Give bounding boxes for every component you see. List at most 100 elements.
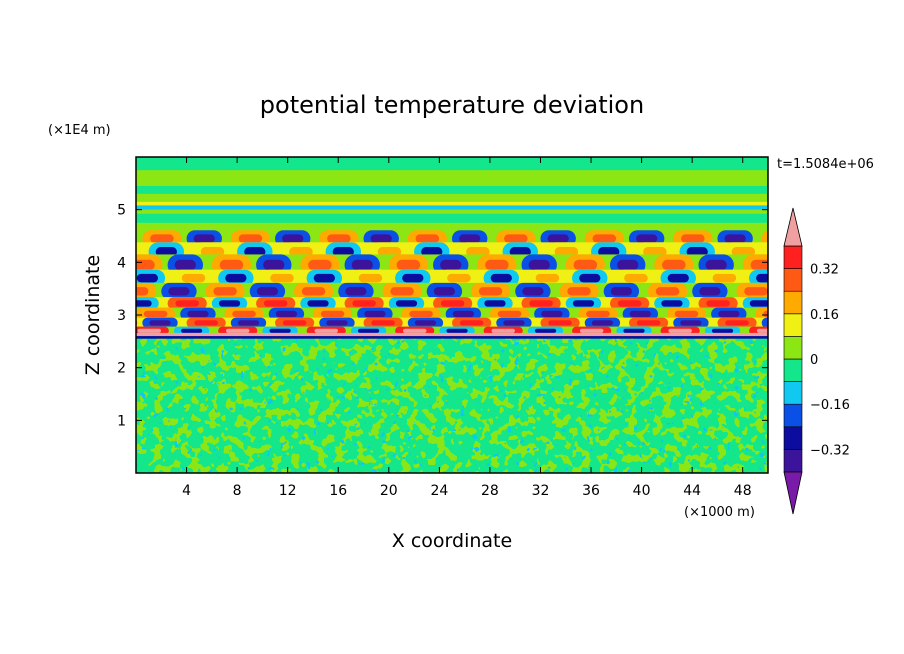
colorbar-extend-max xyxy=(783,207,803,247)
wave-cell-positive-core xyxy=(352,300,376,307)
wave-cell-negative-core xyxy=(326,320,348,326)
wave-cell-positive-core xyxy=(238,234,263,243)
wave-cell-positive-core xyxy=(402,328,427,333)
wave-cell-positive-core xyxy=(143,310,168,318)
wave-cell-negative-core xyxy=(617,259,639,271)
wave-cell-positive-core xyxy=(289,247,313,257)
wave-cell-negative-core xyxy=(459,234,481,243)
wave-cell-positive-core xyxy=(136,259,155,271)
colorbar-box xyxy=(783,381,803,405)
y-axis-label: Z coordinate xyxy=(82,255,104,375)
wave-cell-negative-core xyxy=(421,247,443,257)
wave-cell-negative-core xyxy=(275,310,298,318)
wave-cell-positive-core xyxy=(327,234,351,243)
wave-cell-negative-core xyxy=(313,273,335,283)
colorbar-box xyxy=(783,449,803,473)
colorbar-label: 0 xyxy=(810,353,818,368)
wave-cell-negative-core xyxy=(136,273,158,283)
wave-cell-positive-core xyxy=(478,287,503,296)
wave-cell-negative-core xyxy=(402,273,424,283)
wave-cell-positive-core xyxy=(674,310,699,318)
wave-cell-positive-core xyxy=(232,310,256,318)
wave-cell-positive-core xyxy=(358,273,383,283)
colorbar-box xyxy=(783,245,803,269)
x-tick-label: 48 xyxy=(734,483,752,499)
wave-cell-positive-core xyxy=(396,259,421,271)
wave-cell-positive-core xyxy=(447,273,471,283)
wave-cell-negative-core xyxy=(345,287,367,296)
colorbar-box xyxy=(783,358,803,382)
wave-cell-negative-core xyxy=(490,273,512,283)
colorbar-label: 0.16 xyxy=(810,308,839,323)
wave-cell-negative-core xyxy=(509,247,531,257)
y-tick-label: 5 xyxy=(117,203,126,219)
wave-cell-positive-core xyxy=(617,300,642,307)
wave-cell-negative xyxy=(838,270,873,287)
wave-cell-negative-core xyxy=(256,287,279,296)
chart-title: potential temperature deviation xyxy=(260,91,644,119)
wave-cell-positive-core xyxy=(466,247,490,257)
wave-cell-positive-core xyxy=(731,247,756,257)
wave-cell-positive-core xyxy=(150,234,174,243)
wave-cell-positive-core xyxy=(586,310,610,318)
x-tick-label: 4 xyxy=(182,483,191,499)
colorbar-label: −0.16 xyxy=(810,398,850,413)
wave-cell-positive-core xyxy=(624,273,648,283)
x-tick-label: 28 xyxy=(481,483,499,499)
y-tick-label: 1 xyxy=(117,413,126,429)
wave-cell-negative-core xyxy=(332,247,354,257)
x-tick-label: 36 xyxy=(582,483,600,499)
wave-cell-negative-core xyxy=(610,287,632,296)
colorbar-box xyxy=(783,426,803,450)
wave-cell-negative-core xyxy=(364,310,386,318)
wave-cell-negative-core xyxy=(528,259,550,271)
x-tick-label: 44 xyxy=(683,483,701,499)
wave-cell-negative-core xyxy=(541,310,563,318)
wave-cell-positive-core xyxy=(681,234,705,243)
wave-cell-positive-core xyxy=(175,300,199,307)
wave-cell-positive-core xyxy=(213,287,237,296)
wave-cell-positive-core xyxy=(756,328,768,333)
wave-cell-negative-core xyxy=(433,287,456,296)
boundary-layer-mottle-negative xyxy=(136,336,768,473)
y-tick-label: 3 xyxy=(117,308,126,324)
wave-cell-positive-core xyxy=(377,247,402,257)
wave-cell-negative-core xyxy=(136,300,152,307)
wave-cell-positive-core xyxy=(371,320,395,326)
wave-cell-negative-core xyxy=(180,328,203,333)
wave-cell-positive-core xyxy=(181,273,206,283)
wave-cell-negative-core xyxy=(598,247,620,257)
wave-cell-positive-core xyxy=(706,300,730,307)
wave-cell-positive-core xyxy=(459,320,484,326)
wave-cell-negative-core xyxy=(440,259,462,271)
wave-cell-negative-core xyxy=(591,320,614,326)
wave-cell-positive-core xyxy=(415,234,440,243)
wave-cell-negative-core xyxy=(218,300,241,307)
time-label: t=1.5084e+06 xyxy=(777,157,874,172)
wave-cell-positive-core xyxy=(662,259,686,271)
wave-cell-positive-core xyxy=(225,328,250,333)
x-tick-label: 16 xyxy=(329,483,347,499)
wave-cell-positive-core xyxy=(750,259,768,271)
colorbar-box xyxy=(783,313,803,337)
colorbar: 0.32 0.16 0 −0.16 −0.32 xyxy=(783,207,850,515)
upper-band xyxy=(136,185,768,194)
upper-band xyxy=(136,193,768,202)
colorbar-box xyxy=(783,403,803,428)
wave-cell-negative-core xyxy=(800,329,821,333)
wave-cell-negative-core xyxy=(395,300,418,307)
wave-cell-positive-core xyxy=(643,247,667,257)
upper-band xyxy=(136,222,768,231)
wave-cell-negative-core xyxy=(187,310,209,318)
wave-cell-negative-core xyxy=(263,259,285,271)
wave-cell-negative-core xyxy=(174,259,196,271)
wave-cell-positive-core xyxy=(579,328,604,333)
wave-cell-negative-core xyxy=(193,234,215,243)
wave-cell-positive-core xyxy=(390,287,414,296)
wave-cell-negative-core xyxy=(718,310,740,318)
wave-cell-positive-core xyxy=(592,234,617,243)
wave-cell-positive-core xyxy=(567,287,591,296)
wave-cell-negative-core xyxy=(699,287,721,296)
wave-cell-positive-core xyxy=(263,300,288,307)
